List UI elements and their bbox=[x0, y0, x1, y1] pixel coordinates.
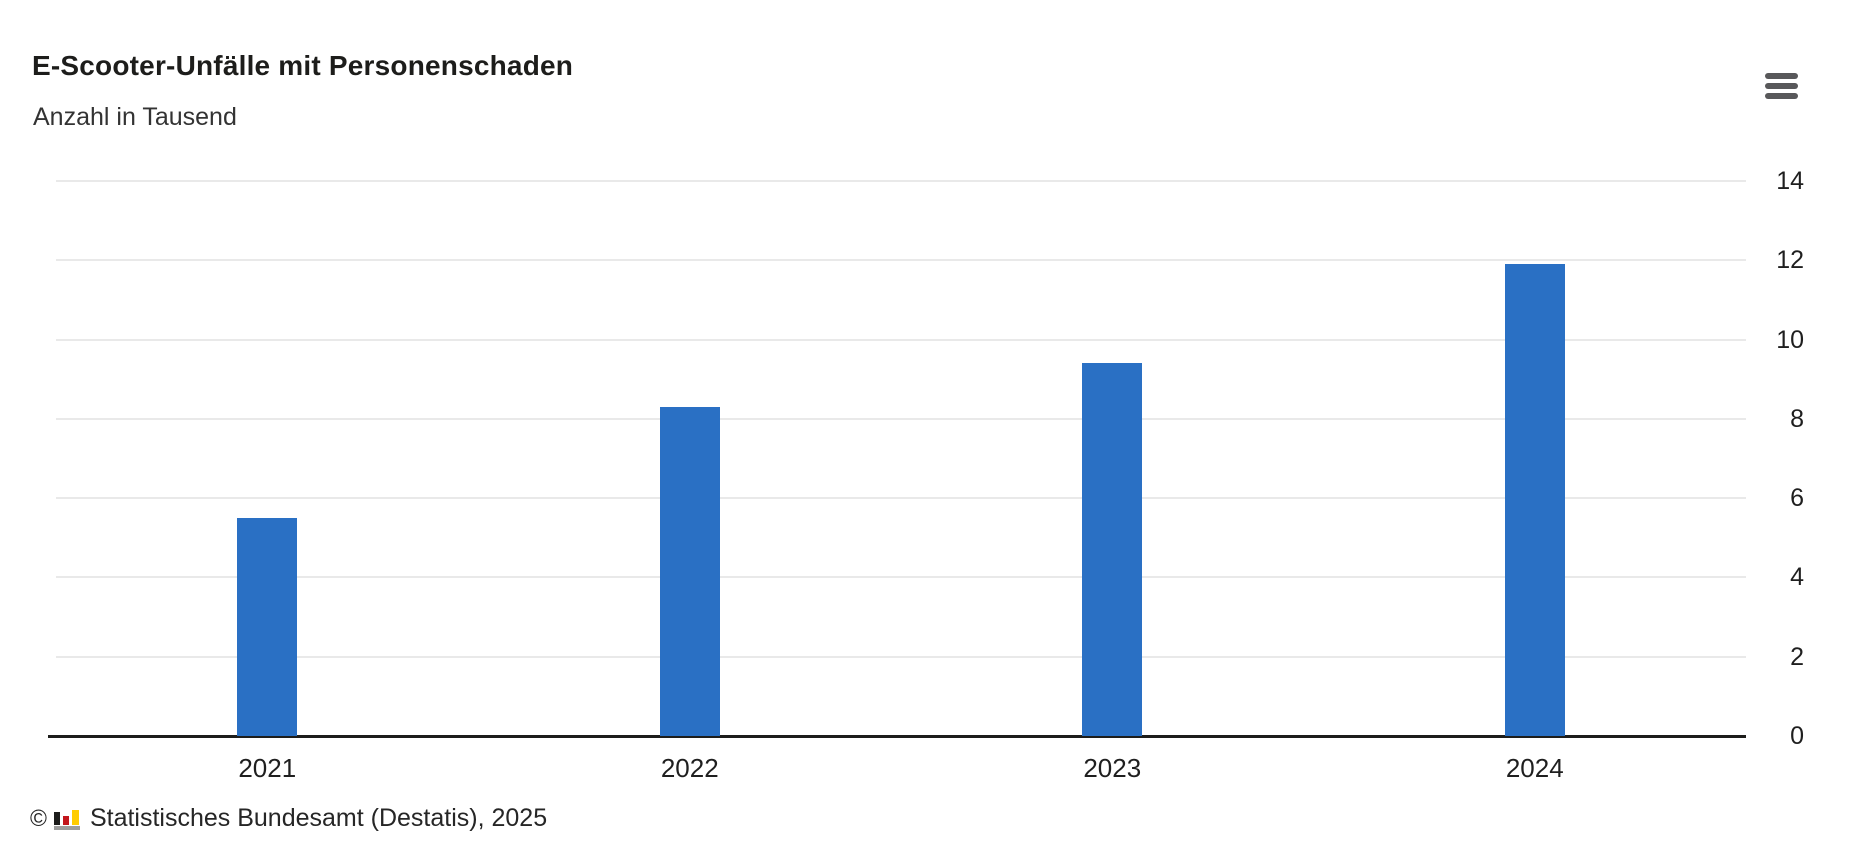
y-axis-tick-label: 14 bbox=[1776, 167, 1804, 195]
source-text: Statistisches Bundesamt (Destatis), 2025 bbox=[89, 804, 548, 832]
gridline-y-10 bbox=[56, 338, 1746, 341]
bar-2021[interactable] bbox=[237, 518, 298, 736]
bar-2023[interactable] bbox=[1082, 363, 1143, 736]
x-axis-tick-label: 2021 bbox=[238, 753, 297, 783]
destatis-mini-barchart-logo-icon bbox=[53, 807, 81, 830]
x-axis-tick-label: 2023 bbox=[1083, 753, 1142, 783]
hamburger-menu-icon bbox=[1765, 93, 1798, 99]
y-axis-tick-label: 12 bbox=[1776, 246, 1804, 275]
gridline-y-2 bbox=[56, 655, 1746, 658]
hamburger-menu-icon bbox=[1765, 83, 1798, 89]
gridline-y-6 bbox=[56, 497, 1746, 500]
chart-menu-button[interactable] bbox=[1760, 64, 1804, 108]
gridline-y-14 bbox=[56, 180, 1746, 182]
y-axis-tick-label: 8 bbox=[1790, 404, 1804, 433]
gridline-y-8 bbox=[56, 417, 1746, 420]
y-axis-tick-label: 4 bbox=[1790, 563, 1804, 592]
logo-bar-red bbox=[62, 816, 69, 825]
gridline-y-12 bbox=[56, 259, 1746, 262]
logo-bar-black bbox=[53, 812, 60, 825]
bar-2024[interactable] bbox=[1504, 264, 1565, 736]
logo-bar-gold bbox=[71, 810, 79, 825]
hamburger-menu-icon bbox=[1765, 73, 1798, 79]
copyright-symbol: © bbox=[30, 805, 47, 831]
gridline-y-4 bbox=[56, 576, 1746, 579]
chart-title: E-Scooter-Unfälle mit Personenschaden bbox=[32, 50, 574, 81]
y-axis-tick-label: 0 bbox=[1790, 722, 1804, 750]
bar-2022[interactable] bbox=[659, 407, 720, 736]
y-axis-tick-label: 2 bbox=[1790, 642, 1804, 671]
y-axis-tick-label: 10 bbox=[1776, 325, 1804, 354]
logo-baseline bbox=[53, 826, 80, 830]
y-axis-tick-label: 6 bbox=[1790, 484, 1804, 513]
chart-subtitle: Anzahl in Tausend bbox=[33, 103, 237, 131]
x-axis-line bbox=[48, 735, 1746, 738]
x-axis-tick-label: 2024 bbox=[1505, 753, 1564, 783]
source-attribution: © Statistisches Bundesamt (Destatis), 20… bbox=[30, 804, 547, 833]
x-axis-tick-label: 2022 bbox=[660, 753, 719, 783]
